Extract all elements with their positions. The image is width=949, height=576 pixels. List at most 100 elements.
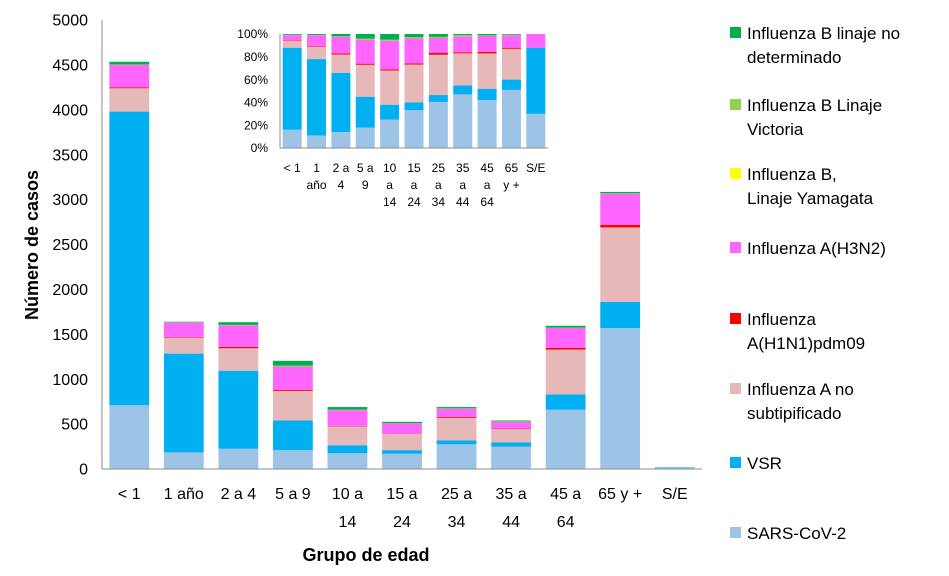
bar-segment-influenza-b-linaje-no-determinado-15-a-24 [382, 422, 422, 423]
bar-segment-influenza-a-h3n2-65-y [502, 35, 521, 48]
x-tick-label: 15 a [386, 486, 417, 503]
bar-segment-sars-cov-2-35-a-44 [453, 94, 472, 148]
bar-segment-vsr-35-a-44 [491, 443, 531, 447]
legend-item-sars-cov-2: SARS-CoV-2 [730, 522, 846, 546]
bar-segment-influenza-a-no-subtipificado-1 [283, 41, 302, 48]
legend-swatch [730, 527, 741, 538]
x-tick-label: 1 año [164, 486, 204, 503]
x-tick-label: año [307, 178, 327, 192]
x-tick-label: a [459, 178, 466, 192]
bar-segment-sars-cov-2-5-a-9 [356, 127, 375, 148]
bar-segment-influenza-a-no-subtipificado-35-a-44 [453, 53, 472, 85]
x-tick-label: 45 a [550, 486, 581, 503]
bar-segment-influenza-a-no-subtipificado-25-a-34 [437, 418, 477, 440]
y-tick-label: 40% [244, 96, 268, 110]
bar-segment-influenza-a-h1n1-pdm09-45-a-64 [478, 52, 497, 53]
main-plot: 0500100015002000250030003500400045005000… [52, 13, 702, 531]
x-tick-label: 45 [480, 161, 494, 175]
bar-segment-vsr-25-a-34 [429, 95, 448, 102]
x-tick-label: 2 a [333, 161, 350, 175]
bar-segment-influenza-a-h3n2-10-a-14 [328, 410, 368, 426]
legend-label: Influenza A no subtipificado [747, 378, 854, 426]
bar-segment-influenza-a-no-subtipificado-35-a-44 [491, 429, 531, 442]
x-tick-label: 44 [456, 195, 470, 209]
x-tick-label: 14 [339, 514, 357, 531]
bar-segment-influenza-a-h3n2-10-a-14 [380, 41, 399, 69]
bar-segment-influenza-a-h1n1-pdm09-5-a-9 [273, 390, 313, 391]
bar-segment-sars-cov-2-2-a-4 [218, 449, 258, 469]
bar-segment-influenza-b-linaje-victoria-45-a-64 [478, 35, 497, 36]
bar-segment-sars-cov-2-1-a-o [307, 135, 326, 148]
y-tick-label: 3000 [52, 192, 88, 209]
bar-segment-influenza-a-h1n1-pdm09-45-a-64 [546, 348, 586, 350]
bar-segment-sars-cov-2-s-e [526, 114, 545, 148]
bar-segment-sars-cov-2-45-a-64 [478, 100, 497, 148]
y-tick-label: 20% [244, 118, 268, 132]
bar-segment-sars-cov-2-25-a-34 [437, 444, 477, 469]
bar-segment-influenza-a-h3n2-2-a-4 [218, 325, 258, 347]
y-tick-label: 4000 [52, 102, 88, 119]
bar-segment-influenza-b-linaje-victoria-35-a-44 [453, 35, 472, 36]
bar-segment-sars-cov-2-1-a-o [164, 452, 204, 469]
bar-segment-influenza-a-no-subtipificado-1 [109, 88, 149, 111]
bar-segment-influenza-b-linaje-victoria-2-a-4 [331, 36, 350, 37]
bar-segment-vsr-25-a-34 [437, 440, 477, 444]
y-tick-label: 1000 [52, 372, 88, 389]
bar-segment-sars-cov-2-5-a-9 [273, 450, 313, 469]
bar-segment-influenza-a-no-subtipificado-25-a-34 [429, 55, 448, 95]
bar-segment-influenza-a-h3n2-15-a-24 [382, 423, 422, 433]
bar-segment-influenza-b-linaje-victoria-65-y [502, 35, 521, 36]
x-tick-label: a [411, 178, 418, 192]
bar-segment-vsr-45-a-64 [478, 89, 497, 100]
bar-segment-vsr-10-a-14 [380, 105, 399, 120]
bar-segment-influenza-a-h3n2-35-a-44 [453, 36, 472, 52]
x-tick-label: 15 [407, 161, 421, 175]
legend-swatch [730, 168, 741, 179]
bar-segment-influenza-b-linaje-no-determinado-65-y [502, 34, 521, 35]
bar-segment-influenza-a-h3n2-1 [283, 35, 302, 40]
bar-segment-influenza-a-no-subtipificado-10-a-14 [328, 426, 368, 445]
legend-swatch [730, 457, 741, 468]
bar-segment-influenza-a-no-subtipificado-15-a-24 [382, 434, 422, 450]
legend-item-influenza-b-linaje-victoria: Influenza B Linaje Victoria [730, 94, 882, 142]
bar-segment-influenza-a-h1n1-pdm09-5-a-9 [356, 64, 375, 65]
bar-segment-vsr-15-a-24 [404, 102, 423, 110]
bar-segment-influenza-a-no-subtipificado-15-a-24 [404, 65, 423, 103]
bar-segment-influenza-b-linaje-no-determinado-35-a-44 [491, 421, 531, 422]
bar-segment-influenza-a-no-subtipificado-2-a-4 [331, 55, 350, 73]
y-tick-label: 2000 [52, 282, 88, 299]
bar-segment-vsr-35-a-44 [453, 85, 472, 94]
bar-segment-influenza-a-h3n2-5-a-9 [273, 367, 313, 390]
bar-segment-vsr-2-a-4 [331, 73, 350, 132]
x-tick-label: 10 [383, 161, 397, 175]
x-tick-label: 25 [432, 161, 446, 175]
x-tick-label: 34 [432, 195, 446, 209]
bar-segment-influenza-a-h3n2-65-y [600, 194, 640, 225]
bar-segment-influenza-b-linaje-no-determinado-5-a-9 [356, 34, 375, 39]
bar-segment-influenza-a-h1n1-pdm09-10-a-14 [380, 69, 399, 70]
bar-segment-influenza-a-h1n1-pdm09-1 [283, 40, 302, 41]
bar-segment-influenza-b-linaje-victoria-15-a-24 [404, 37, 423, 38]
x-tick-label: 25 a [441, 486, 472, 503]
bar-segment-influenza-a-no-subtipificado-45-a-64 [546, 350, 586, 395]
bar-segment-influenza-a-h3n2-25-a-34 [437, 409, 477, 417]
y-tick-label: 1500 [52, 327, 88, 344]
y-tick-label: 2500 [52, 237, 88, 254]
bar-segment-influenza-b-linaje-victoria-5-a-9 [356, 39, 375, 40]
bar-segment-influenza-a-no-subtipificado-5-a-9 [273, 391, 313, 421]
legend-label: SARS-CoV-2 [747, 522, 846, 546]
bar-segment-sars-cov-2-15-a-24 [404, 110, 423, 148]
bar-segment-influenza-b-linaje-no-determinado-45-a-64 [546, 326, 586, 328]
bar-segment-influenza-a-h3n2-25-a-34 [429, 38, 448, 53]
x-tick-label: 34 [448, 514, 466, 531]
legend-label: Influenza B Linaje Victoria [747, 94, 882, 142]
x-tick-label: 35 [456, 161, 470, 175]
x-tick-label: < 1 [284, 161, 301, 175]
bar-segment-influenza-b-linaje-victoria-5-a-9 [273, 366, 313, 367]
bar-segment-influenza-b-linaje-no-determinado-1-a-o [164, 322, 204, 323]
y-tick-label: 3500 [52, 147, 88, 164]
bar-segment-vsr-15-a-24 [382, 450, 422, 454]
bar-segment-influenza-a-no-subtipificado-10-a-14 [380, 70, 399, 104]
